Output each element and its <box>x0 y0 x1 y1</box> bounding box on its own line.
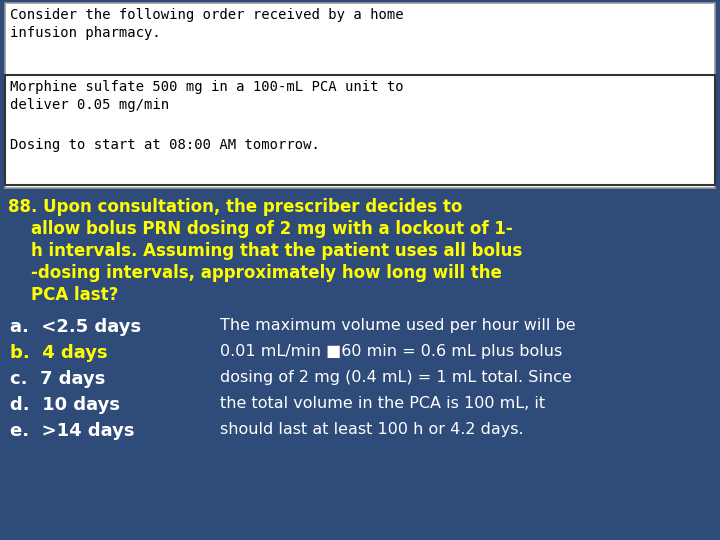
Text: -dosing intervals, approximately how long will the: -dosing intervals, approximately how lon… <box>8 264 502 282</box>
Text: Morphine sulfate 500 mg in a 100-mL PCA unit to
deliver 0.05 mg/min: Morphine sulfate 500 mg in a 100-mL PCA … <box>10 80 404 112</box>
Text: c.  7 days: c. 7 days <box>10 370 105 388</box>
Text: 88. Upon consultation, the prescriber decides to: 88. Upon consultation, the prescriber de… <box>8 198 462 216</box>
FancyBboxPatch shape <box>5 3 715 188</box>
Text: e.  >14 days: e. >14 days <box>10 422 135 440</box>
Text: The maximum volume used per hour will be: The maximum volume used per hour will be <box>220 318 575 333</box>
Text: PCA last?: PCA last? <box>8 286 118 304</box>
Text: h intervals. Assuming that the patient uses all bolus: h intervals. Assuming that the patient u… <box>8 242 522 260</box>
Text: the total volume in the PCA is 100 mL, it: the total volume in the PCA is 100 mL, i… <box>220 396 545 411</box>
Text: should last at least 100 h or 4.2 days.: should last at least 100 h or 4.2 days. <box>220 422 523 437</box>
FancyBboxPatch shape <box>5 75 715 185</box>
Text: Consider the following order received by a home
infusion pharmacy.: Consider the following order received by… <box>10 8 404 40</box>
Text: d.  10 days: d. 10 days <box>10 396 120 414</box>
Text: allow bolus PRN dosing of 2 mg with a lockout of 1-: allow bolus PRN dosing of 2 mg with a lo… <box>8 220 513 238</box>
Text: b.  4 days: b. 4 days <box>10 344 107 362</box>
Text: a.  <2.5 days: a. <2.5 days <box>10 318 141 336</box>
Text: dosing of 2 mg (0.4 mL) = 1 mL total. Since: dosing of 2 mg (0.4 mL) = 1 mL total. Si… <box>220 370 572 385</box>
Text: 0.01 mL/min ■60 min = 0.6 mL plus bolus: 0.01 mL/min ■60 min = 0.6 mL plus bolus <box>220 344 562 359</box>
Text: Dosing to start at 08:00 AM tomorrow.: Dosing to start at 08:00 AM tomorrow. <box>10 138 320 152</box>
